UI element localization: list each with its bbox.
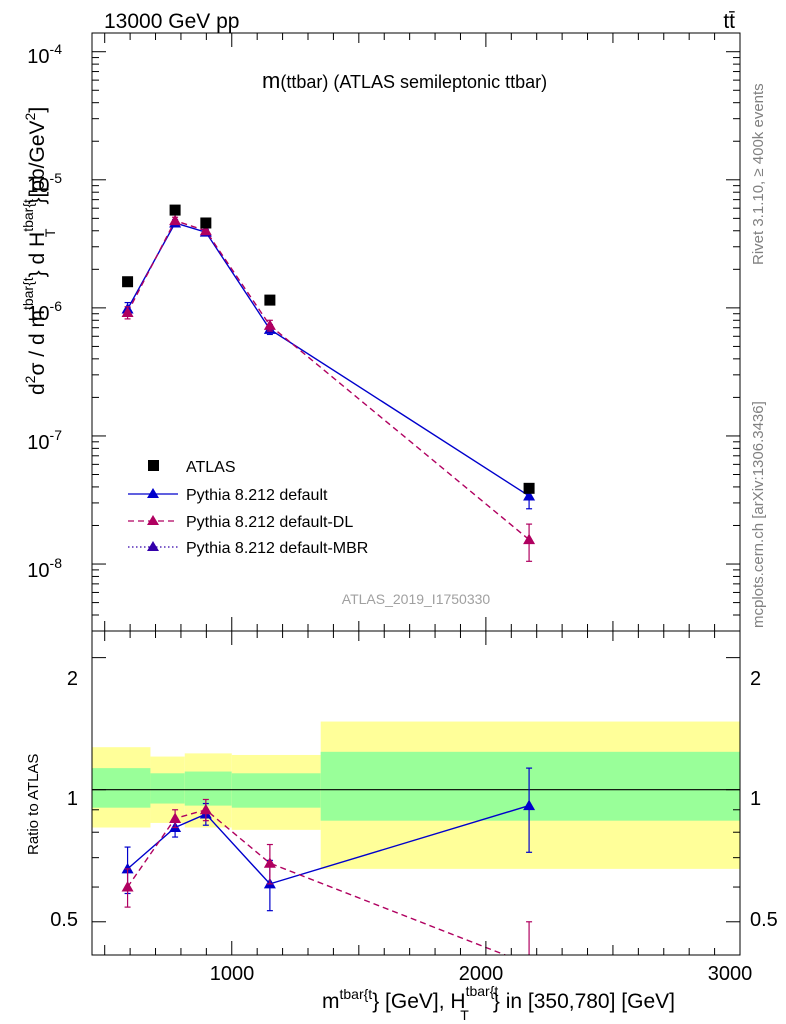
legend-marker-atlas	[148, 460, 159, 471]
ratio-band-inner	[92, 768, 151, 808]
pythia-8-212-default-dl-ratio-point	[263, 857, 276, 868]
xtick-label-1000: 1000	[210, 963, 255, 985]
ratio-ytick-label-2: 2	[67, 668, 78, 690]
ratio-ytick-label-1: 1	[67, 788, 78, 810]
pythia-8-212-default-dl-point	[121, 306, 134, 318]
ratio-data-layer	[121, 767, 536, 969]
legend-marker-default	[147, 488, 159, 498]
ratio-band-inner	[231, 773, 321, 808]
pythia-8-212-default-dl-ratio-point	[121, 881, 134, 892]
pythia-8-212-default-line	[126, 222, 530, 497]
ratio-axis-ticks	[92, 631, 741, 955]
pythia-8-212-default-ratio-point	[121, 862, 134, 874]
pythia-8-212-default-dl-ratio-point	[169, 812, 182, 823]
ratio-ytick-label-05: 0.5	[50, 909, 78, 931]
plot-title: m(ttbar) (ATLAS semileptonic ttbar)	[262, 68, 547, 93]
pythia-8-212-default-dl-point	[523, 533, 536, 545]
xtick-label-3000: 3000	[708, 963, 753, 985]
main-axis-ticks	[92, 33, 741, 632]
pythia-8-212-default-dl-ratio-point	[523, 958, 535, 969]
ytick-label-1e-8: 10-8	[27, 555, 62, 582]
main-plot-area: 10-8 10-7 10-6 10-5 10-4 m(ttbar) (ATLAS…	[20, 32, 741, 632]
main-data-layer	[121, 204, 536, 562]
ratio-plot-area: 2 1 0.5 2 1 0.5 Ratio to ATLAS	[25, 630, 778, 969]
legend-label-mbr: Pythia 8.212 default-MBR	[186, 540, 368, 557]
atlas-data-point	[200, 217, 212, 229]
ytick-label-1e-4: 10-4	[27, 41, 62, 68]
legend-marker-mbr	[147, 541, 159, 551]
atlas-data-point	[169, 204, 181, 216]
legend-label-default: Pythia 8.212 default	[186, 487, 328, 504]
ratio-band-inner	[320, 751, 740, 821]
analysis-watermark: ATLAS_2019_I1750330	[342, 591, 491, 607]
ratio-band-inner	[184, 771, 232, 806]
legend: ATLAS Pythia 8.212 default Pythia 8.212 …	[128, 459, 368, 557]
pythia-8-212-default-dl-point	[263, 319, 276, 330]
ratio-ytick-label-right-2: 2	[750, 668, 761, 690]
ytick-label-1e-5: 10-5	[27, 170, 62, 197]
ytick-label-1e-7: 10-7	[27, 427, 62, 454]
ratio-ytick-label-right-05: 0.5	[750, 909, 778, 931]
xtick-label-2000: 2000	[459, 963, 504, 985]
atlas-data-point	[122, 276, 134, 288]
process-label: tt̄	[723, 10, 735, 33]
pythia-8-212-default-point	[523, 489, 536, 501]
pythia-8-212-default-ratio-point	[523, 799, 536, 811]
ratio-y-axis-label: Ratio to ATLAS	[25, 754, 42, 855]
atlas-data-point	[523, 482, 535, 494]
pythia-8-212-default-dl-point	[169, 214, 182, 226]
rivet-side-label: Rivet 3.1.10, ≥ 400k events	[750, 83, 767, 265]
x-axis-label: mtbar{t} [GeV], Htbar{t T} in [350,780] […	[322, 983, 675, 1023]
pythia-8-212-default-dl-point	[199, 224, 212, 236]
pythia-8-212-default-dl-ratio-point	[199, 803, 212, 815]
legend-marker-dl	[147, 515, 159, 525]
ratio-uncertainty-bands	[92, 721, 740, 869]
ratio-ytick-label-right-1: 1	[750, 788, 761, 810]
atlas-data-point	[264, 294, 276, 306]
main-y-axis-label: d2σ / d mtbar{t} d Htbar{tT}[pb/GeV2]	[20, 107, 58, 395]
legend-label-dl: Pythia 8.212 default-DL	[186, 514, 353, 531]
ratio-plot-frame	[91, 630, 741, 956]
legend-label-atlas: ATLAS	[186, 459, 236, 476]
ytick-label-1e-6: 10-6	[27, 298, 62, 325]
ratio-band-inner	[150, 773, 185, 804]
energy-label: 13000 GeV pp	[104, 10, 239, 33]
mcplots-side-label: mcplots.cern.ch [arXiv:1306.3436]	[750, 401, 767, 628]
